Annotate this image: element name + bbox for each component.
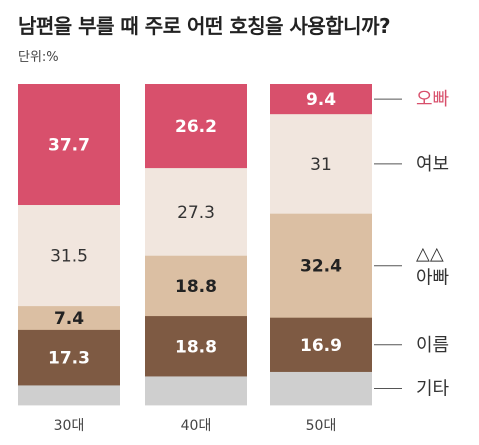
data-label-40대-△△-아빠: 18.8 — [175, 277, 217, 297]
data-label-30대-이름: 17.3 — [48, 349, 90, 369]
bar-segment-50대-기타 — [270, 371, 372, 406]
legend-label-line: △△ — [416, 244, 444, 265]
bar-segment-50대-△△-아빠 — [270, 213, 372, 319]
bar-segment-40대-오빠 — [145, 84, 247, 169]
data-label-50대-오빠: 9.4 — [306, 90, 336, 110]
bar-segment-30대-기타 — [18, 385, 120, 406]
bar-segment-40대-△△-아빠 — [145, 255, 247, 317]
data-label-50대-이름: 16.9 — [300, 336, 342, 356]
bar-segment-40대-기타 — [145, 376, 247, 406]
bar-segment-30대-△△-아빠 — [18, 306, 120, 331]
bar-segment-40대-여보 — [145, 168, 247, 257]
data-label-50대-여보: 31 — [310, 155, 332, 175]
legend-label-line: 아빠 — [416, 268, 450, 289]
data-label-30대-△△-아빠: 7.4 — [54, 309, 84, 329]
legend-label-기타: 기타 — [416, 378, 450, 399]
unit-label: 단위:% — [18, 50, 59, 65]
legend-label-오빠: 오빠 — [416, 89, 450, 110]
legend-label-△△-아빠: △△ 아빠 — [416, 244, 450, 289]
data-label-50대-△△-아빠: 32.4 — [300, 257, 342, 277]
data-label-40대-오빠: 26.2 — [175, 117, 217, 137]
chart-title: 남편을 부를 때 주로 어떤 호칭을 사용합니까? — [18, 14, 391, 38]
x-tick-label-40대: 40대 — [181, 418, 212, 434]
bar-segment-50대-오빠 — [270, 84, 372, 115]
bar-segment-30대-여보 — [18, 205, 120, 307]
x-tick-label-50대: 50대 — [306, 418, 337, 434]
legend-label-이름: 이름 — [416, 335, 449, 356]
legend-label-여보: 여보 — [416, 154, 449, 175]
bar-segment-50대-이름 — [270, 317, 372, 373]
data-label-40대-여보: 27.3 — [177, 203, 215, 223]
bar-segment-30대-이름 — [18, 329, 120, 386]
bar-segment-40대-이름 — [145, 316, 247, 377]
bar-segment-30대-오빠 — [18, 84, 120, 206]
data-label-30대-여보: 31.5 — [50, 247, 88, 267]
bar-segment-50대-여보 — [270, 114, 372, 215]
data-label-40대-이름: 18.8 — [175, 337, 217, 357]
data-label-30대-오빠: 37.7 — [48, 136, 90, 156]
x-tick-label-30대: 30대 — [54, 418, 85, 434]
